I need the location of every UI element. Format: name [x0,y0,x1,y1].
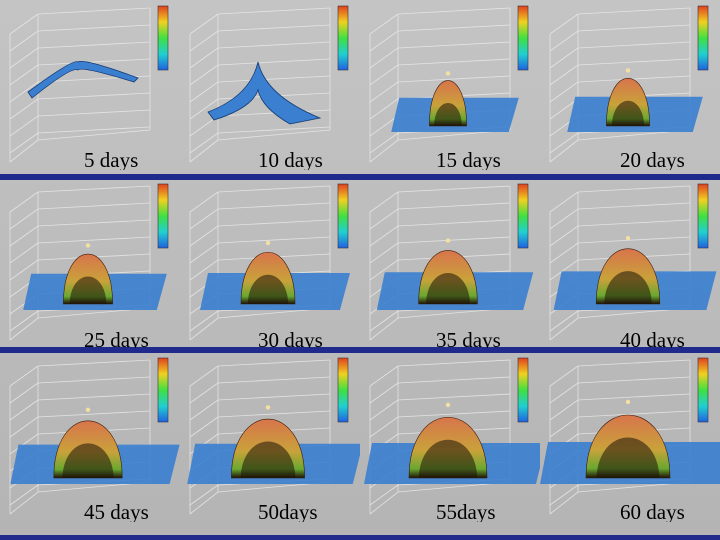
plot-panel: 60 days [540,352,720,522]
peak-marker [625,399,631,405]
time-label: 55days [436,500,496,523]
surface-plot [189,5,349,163]
dome-shadow [247,274,289,304]
surface [391,71,519,132]
time-label: 35 days [436,328,501,349]
dome-shadow [418,439,478,478]
dome-shadow [425,272,471,304]
time-label: 25 days [84,328,149,349]
dome-shadow [611,100,645,126]
row-divider-2 [0,347,720,353]
surface-plot [189,183,350,341]
surface-plot [187,357,360,515]
surface [207,61,322,125]
surface-sheet [207,61,322,125]
surface-plot [9,183,169,341]
surface-plot [540,357,720,515]
surface [376,238,534,310]
colorbar [517,183,529,249]
colorbar [337,5,349,71]
colorbar [697,5,709,71]
plot-panel: 5 days [0,0,180,170]
surface-plot [549,5,709,163]
plot-panel: 50days [180,352,360,522]
time-label: 40 days [620,328,685,349]
surface [540,399,720,484]
dome-shadow [604,271,652,304]
surface [187,405,360,484]
dome-shadow [240,441,296,478]
plot-panel: 55days [360,352,540,522]
colorbar [337,357,349,423]
colorbar [517,5,529,71]
surface [200,240,350,310]
peak-marker [445,71,451,76]
dome-shadow [62,443,114,478]
surface-plot [9,357,180,515]
peak-marker [265,240,271,246]
colorbar [157,183,169,249]
axes-box [9,7,151,163]
plot-panel: 25 days [0,178,180,348]
colorbar [697,357,709,423]
surface-plot [369,5,529,163]
plot-panel: 40 days [540,178,720,348]
plot-panel: 45 days [0,352,180,522]
surface [364,402,540,484]
plot-panel: 15 days [360,0,540,170]
dome-shadow [69,276,107,304]
time-label: 20 days [620,148,685,171]
dome-shadow [596,437,660,478]
surface-sheet [27,60,139,99]
time-label: 15 days [436,148,501,171]
time-label: 45 days [84,500,149,523]
plot-panel: 30 days [180,178,360,348]
peak-marker [625,236,631,241]
plot-panel: 10 days [180,0,360,170]
plot-panel: 35 days [360,178,540,348]
time-label: 50days [258,500,318,523]
colorbar [157,5,169,71]
surface [10,407,180,484]
time-label: 30 days [258,328,323,349]
colorbar [337,183,349,249]
surface-plot [364,357,540,515]
surface-plot [549,183,717,341]
peak-marker [265,405,271,410]
colorbar [157,357,169,423]
peak-marker [625,68,631,73]
peak-marker [85,243,91,248]
surface [553,236,717,310]
time-label: 5 days [84,148,139,171]
row-divider-3 [0,535,720,540]
peak-marker [445,238,451,243]
surface [23,243,167,310]
peak-marker [445,402,451,408]
colorbar [697,183,709,249]
colorbar [517,357,529,423]
time-label: 60 days [620,500,685,523]
time-label: 10 days [258,148,323,171]
surface [567,68,703,132]
surface-plot [9,5,169,163]
row-divider-1 [0,174,720,180]
dome-shadow [434,103,462,126]
surface [27,60,139,99]
plot-panel: 20 days [540,0,720,170]
peak-marker [85,407,91,412]
surface-plot [369,183,534,341]
